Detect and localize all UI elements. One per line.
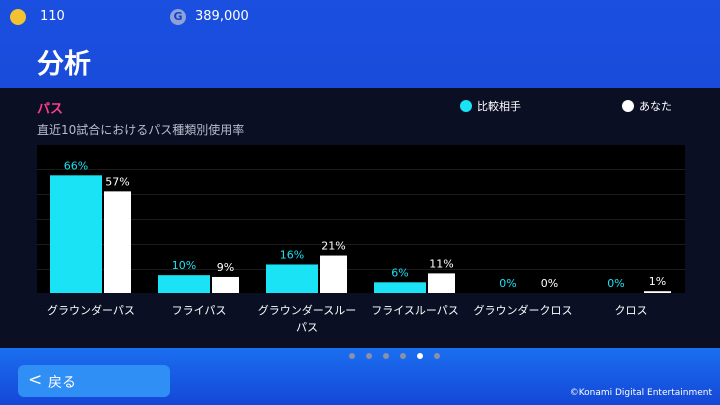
value-label: 9% <box>217 261 234 274</box>
page-dot <box>366 353 372 359</box>
legend-marker <box>460 100 472 112</box>
value-label: 57% <box>105 175 129 188</box>
back-label: 戻る <box>48 375 76 391</box>
x-tick-label: グラウンダーパス <box>47 304 135 317</box>
bar <box>320 255 347 293</box>
legend-label: 比較相手 <box>477 99 521 113</box>
x-tick-label: クロス <box>614 304 648 317</box>
bar <box>428 273 455 293</box>
page-dot <box>383 353 389 359</box>
value-label: 11% <box>429 257 453 270</box>
page-dot <box>434 353 440 359</box>
plot-area <box>37 145 685 293</box>
copyright: ©Konami Digital Entertainment <box>569 388 712 398</box>
x-tick-label: フライパス <box>171 304 227 317</box>
value-label: 10% <box>172 259 196 272</box>
bar <box>266 264 318 293</box>
value-label: 0% <box>499 277 516 290</box>
page-dot <box>349 353 355 359</box>
bar <box>104 191 131 293</box>
value-label: 6% <box>391 266 408 279</box>
point-icon: G <box>170 9 186 25</box>
bar <box>158 275 210 293</box>
legend-marker <box>622 100 634 112</box>
bar <box>644 291 671 293</box>
value-label: 16% <box>280 248 304 261</box>
x-tick-label: グラウンダークロス <box>473 304 573 317</box>
page-dot <box>417 353 423 359</box>
bar <box>374 282 426 293</box>
value-label: 0% <box>607 277 624 290</box>
page-title: 分析 <box>37 49 91 80</box>
value-label: 66% <box>64 159 88 172</box>
value-label: 1% <box>649 275 666 288</box>
value-label: 0% <box>541 277 558 290</box>
chart-title: パス <box>37 102 64 117</box>
page-dot <box>400 353 406 359</box>
coins: 110 <box>40 9 65 24</box>
bar <box>50 175 102 293</box>
back-button[interactable]: < 戻る <box>18 365 170 397</box>
points: 389,000 <box>195 9 249 24</box>
chart-subtitle: 直近10試合におけるパス種類別使用率 <box>37 123 245 137</box>
bar <box>212 276 239 293</box>
x-tick-label: フライスルーパス <box>371 304 459 317</box>
x-tick-label: グラウンダースルーパス <box>257 304 357 334</box>
back-arrow: < <box>28 370 43 390</box>
legend-label: あなた <box>639 100 672 113</box>
value-label: 21% <box>321 240 345 253</box>
coin-icon <box>10 9 26 25</box>
